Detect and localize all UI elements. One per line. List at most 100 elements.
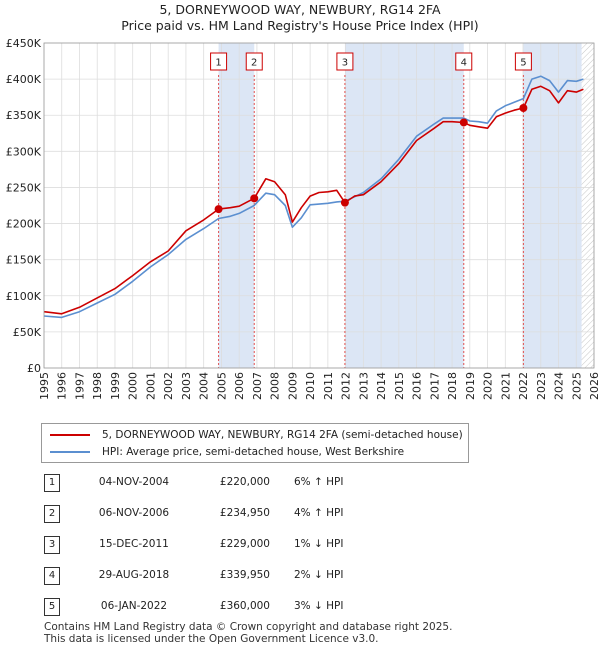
sale-hpi-diff: 1% ↓ HPI — [294, 538, 344, 550]
x-tick-label: 1998 — [91, 372, 104, 400]
x-tick-label: 2019 — [464, 372, 477, 400]
x-tick-label: 2024 — [553, 372, 566, 400]
sale-point — [340, 198, 349, 207]
footer-line-1: Contains HM Land Registry data © Crown c… — [44, 621, 453, 633]
x-tick-label: 2011 — [322, 372, 335, 400]
sale-hpi-diff: 3% ↓ HPI — [294, 600, 344, 612]
sale-date: 06-JAN-2022 — [100, 600, 168, 612]
x-tick-label: 1999 — [109, 372, 122, 400]
sale-number: 1 — [44, 474, 60, 492]
sale-period-band — [344, 43, 464, 368]
axes: £0 £50K £100K £150K £200K £250K £300K £350K £400… — [6, 37, 600, 400]
sale-number: 5 — [44, 598, 60, 616]
x-tick-label: 2021 — [499, 372, 512, 400]
sale-badge-box — [210, 52, 228, 71]
y-tick-label: £200K — [6, 218, 42, 231]
x-tick-label: 2017 — [428, 372, 441, 400]
x-tick-label: 2005 — [215, 372, 228, 400]
sale-hpi-diff: 4% ↑ HPI — [294, 507, 344, 519]
sale-hpi-diff: 6% ↑ HPI — [294, 476, 344, 488]
x-tick-label: 2000 — [127, 372, 140, 400]
sale-point — [459, 118, 468, 127]
x-tick-label: 2016 — [411, 372, 424, 400]
sale-point — [519, 104, 528, 112]
x-tick-label: 1997 — [73, 372, 86, 400]
sale-point — [214, 205, 223, 214]
title-line-1: 5, DORNEYWOOD WAY, NEWBURY, RG14 2FA — [159, 2, 441, 17]
sale-badges: 1 2 3 4 5 — [210, 52, 532, 71]
y-tick-label: £100K — [6, 290, 42, 303]
y-tick-label: £0 — [27, 362, 41, 375]
sale-badge-label: 2 — [251, 58, 257, 69]
sale-hpi-diff: 2% ↓ HPI — [294, 569, 344, 581]
sale-price: £229,000 — [219, 538, 270, 550]
x-tick-label: 2003 — [180, 372, 193, 400]
sale-number: 2 — [44, 505, 60, 523]
sale-badge-label: 4 — [461, 58, 467, 69]
sale-point — [250, 194, 259, 203]
x-tick-label: 2004 — [198, 372, 211, 400]
sale-badge-label: 5 — [520, 58, 526, 69]
sale-badge-box — [455, 52, 473, 71]
sale-periods — [218, 43, 594, 368]
x-tick-label: 2013 — [357, 372, 370, 400]
sale-badge-label: 3 — [342, 58, 348, 69]
x-tick-label: 2023 — [535, 372, 548, 400]
sale-badge-box — [336, 52, 354, 71]
price-chart: 1 2 3 4 5 £0 £50K £100K £150K £200K £250K £300K £35… — [6, 37, 600, 400]
legend-label-hpi: HPI: Average price, semi-detached house,… — [102, 446, 405, 458]
sale-badge-box — [245, 52, 263, 71]
x-tick-label: 2012 — [340, 372, 353, 400]
x-tick-label: 2026 — [588, 372, 600, 400]
x-tick-label: 2015 — [393, 372, 406, 400]
legend-swatch-property — [50, 434, 90, 436]
y-tick-label: £350K — [6, 109, 42, 122]
sale-date: 29-AUG-2018 — [98, 569, 170, 581]
x-tick-label: 2014 — [375, 372, 388, 400]
x-tick-label: 2006 — [233, 372, 246, 400]
sale-price: £234,950 — [219, 507, 270, 519]
sale-price: £360,000 — [219, 600, 270, 612]
sale-date: 15-DEC-2011 — [99, 538, 169, 550]
sale-number: 4 — [44, 567, 60, 585]
legend-label-property: 5, DORNEYWOOD WAY, NEWBURY, RG14 2FA (se… — [102, 429, 463, 441]
legend-item-property: 5, DORNEYWOOD WAY, NEWBURY, RG14 2FA (se… — [50, 427, 463, 443]
projection-band — [581, 43, 594, 368]
x-tick-label: 2022 — [517, 372, 530, 400]
x-tick-label: 1996 — [56, 372, 69, 400]
sale-period-band — [523, 43, 582, 368]
legend-item-hpi: HPI: Average price, semi-detached house,… — [50, 444, 404, 460]
series-line-property — [43, 85, 584, 315]
plot-frame — [43, 42, 595, 369]
x-tick-label: 2020 — [482, 372, 495, 400]
sale-price: £220,000 — [219, 476, 270, 488]
y-tick-label: £150K — [6, 254, 42, 267]
x-tick-label: 2009 — [286, 372, 299, 400]
sale-badge-label: 1 — [215, 58, 221, 69]
x-tick-label: 2002 — [162, 372, 175, 400]
x-tick-label: 2008 — [269, 372, 282, 400]
x-tick-label: 2018 — [446, 372, 459, 400]
sale-price: £339,950 — [219, 569, 270, 581]
sale-points — [214, 104, 528, 214]
gridlines — [43, 42, 595, 369]
y-tick-label: £250K — [6, 181, 42, 194]
x-tick-label: 2010 — [304, 372, 317, 400]
legend-swatch-hpi — [50, 451, 90, 453]
x-tick-label: 2001 — [144, 372, 157, 400]
y-tick-label: £400K — [6, 73, 42, 86]
y-tick-label: £50K — [13, 326, 42, 339]
footer-attribution: Contains HM Land Registry data © Crown c… — [44, 621, 452, 645]
x-tick-label: 2025 — [570, 372, 583, 400]
y-tick-label: £450K — [6, 37, 42, 50]
series-lines — [43, 75, 584, 319]
x-tick-label: 2007 — [251, 372, 264, 400]
sale-number: 3 — [44, 536, 60, 554]
title-line-2: Price paid vs. HM Land Registry's House … — [121, 18, 479, 33]
sale-date: 04-NOV-2004 — [98, 476, 170, 488]
legend: 5, DORNEYWOOD WAY, NEWBURY, RG14 2FA (se… — [41, 423, 469, 463]
x-tick-label: 1995 — [38, 372, 51, 400]
footer-line-2: This data is licensed under the Open Gov… — [44, 633, 379, 645]
y-tick-label: £300K — [6, 145, 42, 158]
sale-period-band — [218, 43, 255, 368]
